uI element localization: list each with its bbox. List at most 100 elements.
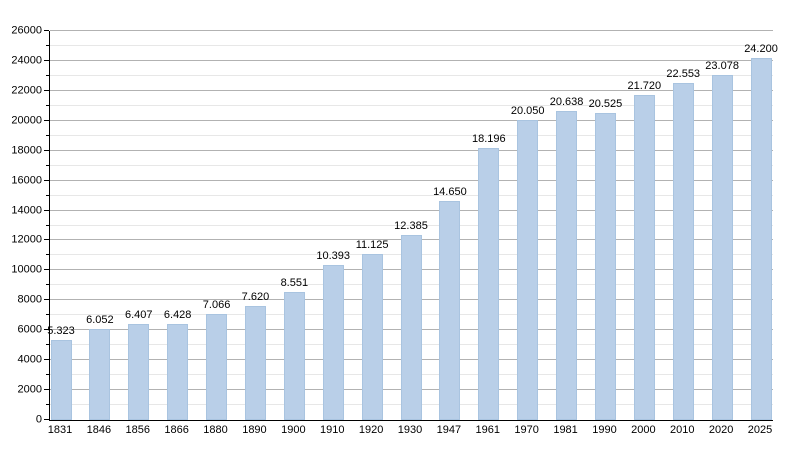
bar-1981 [556, 111, 578, 420]
bar-value-label-1947: 14.650 [433, 185, 467, 198]
gridline-17000 [50, 164, 773, 166]
bar-1961 [478, 147, 500, 420]
y-tick-label-4000: 4000 [17, 353, 42, 366]
x-tick-label-1880: 1880 [203, 424, 228, 436]
bar-value-label-1990: 20.525 [588, 97, 623, 110]
bar-value-label-2020: 23.078 [705, 59, 739, 72]
bar-value-label-1846: 6.052 [86, 314, 114, 327]
bar-value-label-1880: 7.066 [202, 299, 231, 312]
y-tick-26000 [44, 30, 49, 31]
y-tick-label-2000: 2000 [17, 383, 42, 396]
bar-1900 [283, 292, 305, 420]
y-tick-15000 [46, 194, 49, 196]
plot-area: 5.323 6.052 6.407 6.428 7.066 7.620 8.551 10.39… [47, 30, 778, 421]
x-tick-label-1866: 1866 [164, 424, 189, 436]
bars-layer: 5.323 6.052 6.407 6.428 7.066 7.620 8.551 10.39… [47, 31, 778, 420]
bar-2025 [750, 57, 772, 420]
y-tick-label-6000: 6000 [17, 323, 42, 336]
bar-value-label-2010: 22.553 [666, 67, 701, 80]
y-tick-2000 [44, 389, 49, 391]
gridline-15000 [50, 194, 773, 196]
x-tick-label-1890: 1890 [242, 424, 267, 436]
x-tick-label-1961: 1961 [475, 424, 501, 436]
y-axis: 0 2000 4000 6000 8000 10000 12000 14000 16000 180… [0, 25, 49, 425]
bar-1880 [206, 314, 228, 420]
y-tick-17000 [46, 164, 49, 166]
gridline-13000 [50, 224, 773, 226]
y-tick-label-10000: 10000 [11, 263, 42, 276]
y-tick-23000 [46, 74, 49, 76]
bar-value-label-1890: 7.620 [241, 291, 270, 303]
bar-value-label-2025: 24.200 [744, 42, 778, 55]
x-tick-label-1990: 1990 [592, 424, 617, 436]
gridline-14000 [50, 209, 773, 211]
y-tick-21000 [46, 104, 49, 106]
x-tick-label-2025: 2025 [747, 424, 773, 436]
bar-1910 [322, 264, 344, 420]
gridline-16000 [50, 179, 773, 181]
x-tick-label-1947: 1947 [436, 424, 462, 436]
y-tick-22000 [44, 89, 49, 91]
x-tick-label-1846: 1846 [86, 424, 112, 436]
bar-1970 [517, 120, 539, 420]
y-tick-14000 [44, 209, 49, 211]
bar-1846 [89, 329, 111, 420]
bar-2020 [711, 74, 733, 420]
x-tick-label-1920: 1920 [358, 424, 384, 436]
x-tick-label-1856: 1856 [125, 424, 151, 436]
gridline-21000 [50, 104, 773, 106]
bar-value-label-1910: 10.393 [316, 249, 351, 262]
gridline-24000 [50, 59, 773, 61]
y-tick-5000 [46, 344, 49, 346]
bar-value-label-1970: 20.050 [510, 105, 545, 118]
x-tick-label-2020: 2020 [708, 424, 734, 436]
x-tick-label-1910: 1910 [319, 424, 345, 436]
y-tick-label-0: 0 [35, 413, 42, 426]
y-tick-label-22000: 22000 [11, 84, 42, 97]
gridline-23000 [50, 74, 773, 76]
y-tick-label-24000: 24000 [11, 54, 42, 67]
y-tick-18000 [44, 149, 49, 151]
x-tick-label-1970: 1970 [514, 424, 539, 436]
bar-value-label-1920: 11.125 [355, 238, 389, 251]
bar-value-label-1981: 20.638 [549, 96, 584, 109]
bar-value-label-1930: 12.385 [394, 219, 428, 232]
y-tick-0 [44, 419, 49, 420]
y-tick-1000 [46, 404, 49, 406]
bar-1856 [128, 324, 150, 420]
y-tick-25000 [46, 44, 49, 46]
y-tick-3000 [46, 374, 49, 376]
bar-1920 [361, 253, 383, 420]
y-tick-label-20000: 20000 [11, 114, 42, 127]
y-tick-12000 [44, 239, 49, 241]
y-tick-4000 [44, 359, 49, 361]
bar-value-label-1900: 8.551 [280, 277, 309, 290]
x-tick-label-1981: 1981 [553, 424, 578, 436]
x-tick-label-2010: 2010 [669, 424, 695, 436]
gridline-26000 [50, 30, 773, 31]
bar-2000 [633, 95, 655, 420]
bar-1930 [400, 234, 422, 420]
y-tick-20000 [44, 119, 49, 121]
y-tick-13000 [46, 224, 49, 226]
y-tick-7000 [46, 314, 49, 316]
gridline-19000 [50, 134, 773, 136]
bar-1947 [439, 200, 461, 420]
x-tick-label-1930: 1930 [397, 424, 423, 436]
bar-1866 [167, 323, 189, 420]
y-tick-label-18000: 18000 [11, 144, 42, 157]
bar-value-label-2000: 21.720 [627, 80, 662, 93]
y-tick-label-8000: 8000 [17, 293, 42, 306]
bar-value-label-1856: 6.407 [125, 309, 153, 322]
bar-1890 [244, 306, 266, 420]
y-tick-10000 [44, 269, 49, 271]
gridline-18000 [50, 149, 773, 151]
bar-value-label-1831: 5.323 [47, 325, 75, 338]
x-axis-labels: 1831 1846 1856 1866 1880 1890 1900 1910 1920 1930… [48, 424, 773, 440]
bar-value-label-1866: 6.428 [163, 308, 192, 321]
y-tick-24000 [44, 59, 49, 61]
y-tick-label-12000: 12000 [11, 233, 42, 246]
x-tick-label-1900: 1900 [281, 424, 306, 436]
x-tick-label-2000: 2000 [631, 424, 656, 436]
